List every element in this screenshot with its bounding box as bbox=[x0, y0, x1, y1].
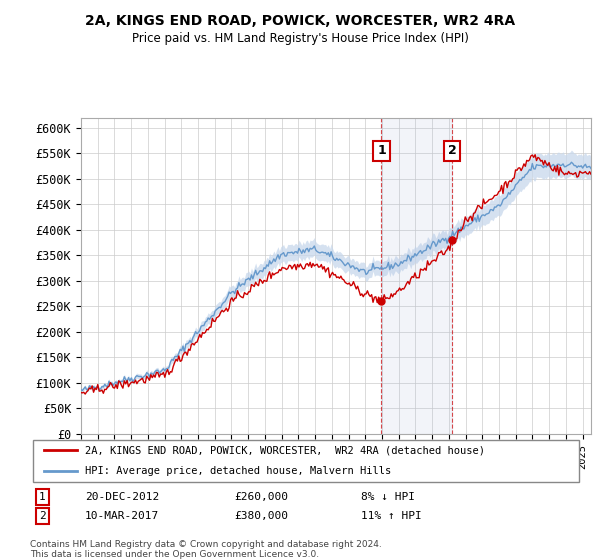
Text: 1: 1 bbox=[377, 144, 386, 157]
Text: 11% ↑ HPI: 11% ↑ HPI bbox=[361, 511, 422, 521]
Text: 20-DEC-2012: 20-DEC-2012 bbox=[85, 492, 160, 502]
Text: HPI: Average price, detached house, Malvern Hills: HPI: Average price, detached house, Malv… bbox=[85, 466, 391, 477]
Text: £380,000: £380,000 bbox=[234, 511, 288, 521]
Bar bbox=[382, 118, 452, 434]
FancyBboxPatch shape bbox=[33, 440, 579, 482]
Text: 8% ↓ HPI: 8% ↓ HPI bbox=[361, 492, 415, 502]
Text: 2A, KINGS END ROAD, POWICK, WORCESTER,  WR2 4RA (detached house): 2A, KINGS END ROAD, POWICK, WORCESTER, W… bbox=[85, 445, 485, 455]
Text: Contains HM Land Registry data © Crown copyright and database right 2024.
This d: Contains HM Land Registry data © Crown c… bbox=[30, 540, 382, 559]
Text: £260,000: £260,000 bbox=[234, 492, 288, 502]
Text: 10-MAR-2017: 10-MAR-2017 bbox=[85, 511, 160, 521]
Text: 1: 1 bbox=[39, 492, 46, 502]
Text: 2: 2 bbox=[39, 511, 46, 521]
Text: 2A, KINGS END ROAD, POWICK, WORCESTER, WR2 4RA: 2A, KINGS END ROAD, POWICK, WORCESTER, W… bbox=[85, 14, 515, 28]
Text: 2: 2 bbox=[448, 144, 457, 157]
Text: Price paid vs. HM Land Registry's House Price Index (HPI): Price paid vs. HM Land Registry's House … bbox=[131, 32, 469, 45]
